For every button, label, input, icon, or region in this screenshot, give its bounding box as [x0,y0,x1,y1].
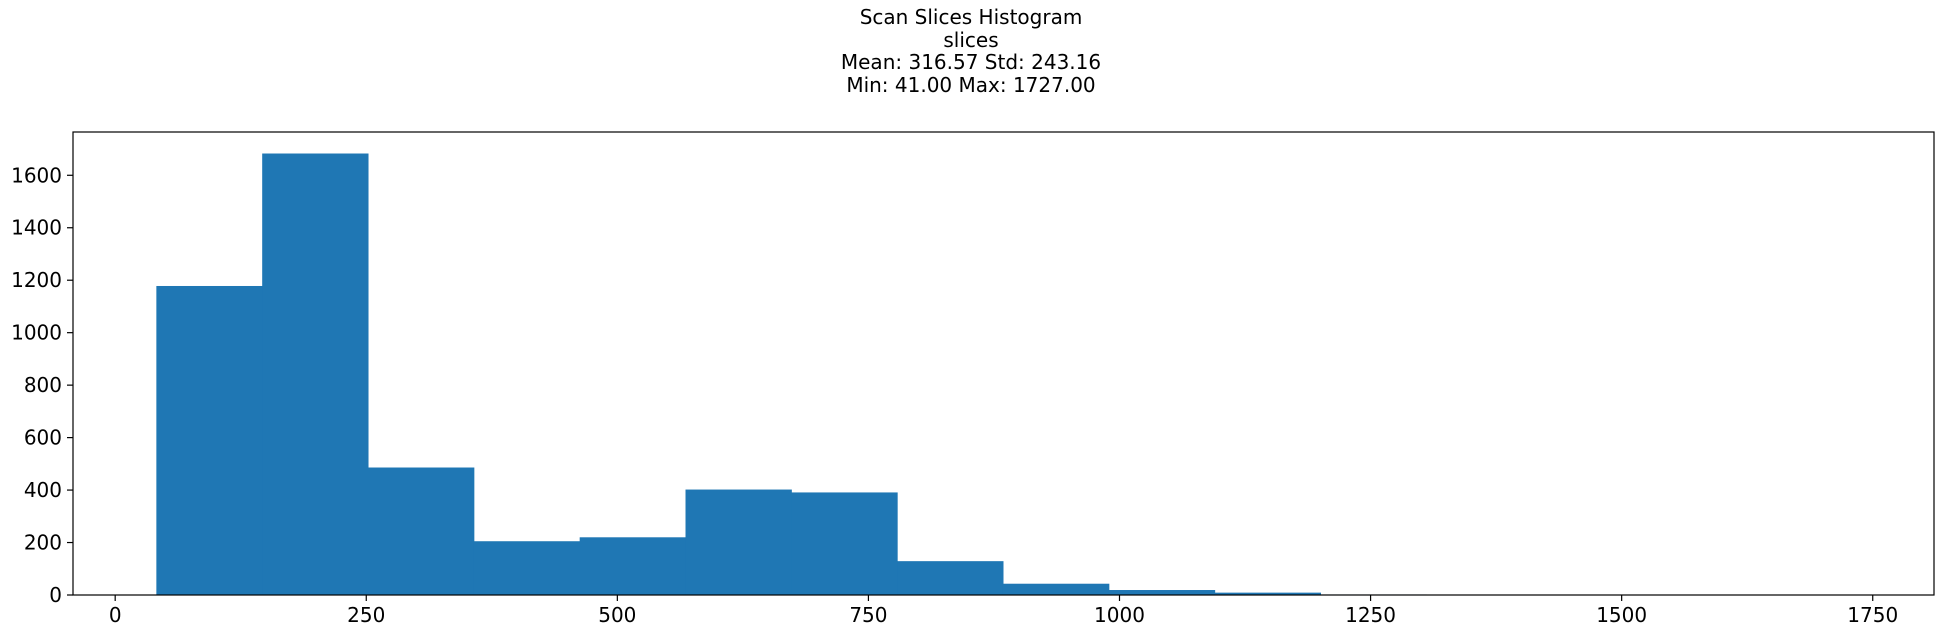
x-tick-label: 750 [849,603,887,627]
y-tick-label: 400 [24,478,62,502]
plot-frame [72,131,1935,596]
x-tick-label: 1500 [1596,603,1647,627]
histogram-bar [156,285,263,595]
y-tick-label: 1200 [11,268,62,292]
histogram-bar [579,537,687,595]
chart-subtitle-line-3: Min: 41.00 Max: 1727.00 [846,72,1096,97]
histogram-bar [262,153,369,595]
y-tick-label: 200 [24,531,62,555]
x-tick-label: 1250 [1345,603,1396,627]
x-tick-label: 0 [109,603,122,627]
y-tick-label: 800 [24,373,62,397]
histogram-bar [685,489,792,595]
chart-title: Scan Slices Histogram [859,5,1083,29]
chart-subtitle-line-2: Mean: 316.57 Std: 243.16 [840,50,1102,74]
chart-title-block: Scan Slices Histogram slices Mean: 316.5… [0,6,1942,96]
histogram-bar [791,492,898,595]
histogram-bar [1002,583,1110,595]
histogram-bar [1108,590,1216,595]
y-tick-label: 0 [49,583,62,607]
histogram-bar [473,541,581,595]
histogram-bar [897,561,1004,595]
y-tick-label: 1600 [11,163,62,187]
x-tick-label: 1000 [1094,603,1145,627]
y-tick-label: 1400 [11,216,62,240]
chart-subtitle-line-1: slices [943,27,999,52]
histogram-bar [1214,592,1321,595]
x-tick-label: 500 [598,603,636,627]
x-tick-label: 250 [347,603,385,627]
y-tick-label: 600 [24,426,62,450]
histogram-bar [368,467,475,595]
x-tick-label: 1750 [1847,603,1898,627]
y-tick-label: 1000 [11,321,62,345]
